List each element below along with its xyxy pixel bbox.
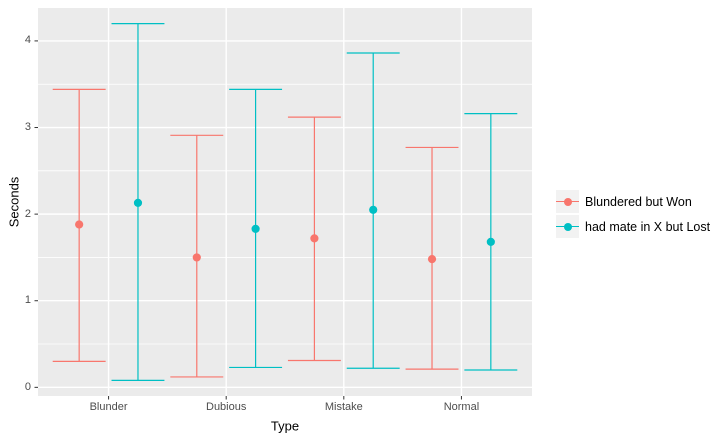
y-tick-label: 0 — [24, 380, 31, 393]
legend-key-pointrange — [556, 215, 579, 238]
legend-label: Blundered but Won — [585, 194, 692, 209]
mean-point — [133, 198, 143, 207]
legend-item: Blundered but Won — [556, 190, 710, 213]
y-tick-label: 4 — [24, 34, 31, 47]
mean-point — [310, 234, 319, 243]
x-tick-label: Dubious — [206, 401, 247, 413]
mean-point — [427, 255, 437, 264]
legend-label: had mate in X but Lost — [585, 219, 711, 234]
mean-point — [75, 220, 84, 229]
y-tick-label: 1 — [24, 294, 31, 307]
mean-point — [192, 253, 201, 262]
mean-point — [486, 237, 495, 246]
x-tick-label: Mistake — [324, 401, 363, 413]
errorbar-normal-won — [405, 146, 459, 370]
mean-point — [369, 205, 378, 214]
y-tick-label: 2 — [24, 207, 31, 220]
legend: Blundered but Won had mate in X but Lost — [556, 190, 710, 240]
legend-item: had mate in X but Lost — [556, 215, 710, 238]
legend-key-pointrange — [556, 190, 579, 213]
x-tick-label: Normal — [443, 401, 480, 413]
mean-point — [251, 224, 260, 233]
errorbar-mistake-won — [287, 116, 341, 362]
errorbar-dubious-lost — [229, 88, 283, 369]
errorbar-normal-lost — [464, 113, 518, 371]
legend-key-dot — [563, 222, 572, 231]
y-tick-label: 3 — [24, 121, 31, 134]
errorbar-mistake-lost — [346, 52, 400, 369]
panel-background — [38, 8, 532, 396]
y-axis-title: Seconds — [6, 176, 22, 228]
x-axis-title: Type — [270, 418, 300, 434]
errorbar-blunder-lost — [111, 22, 165, 382]
errorbar-dubious-won — [170, 134, 224, 378]
errorbar-blunder-won — [52, 88, 106, 362]
legend-key-dot — [563, 197, 572, 206]
x-tick-label: Blunder — [89, 401, 128, 413]
